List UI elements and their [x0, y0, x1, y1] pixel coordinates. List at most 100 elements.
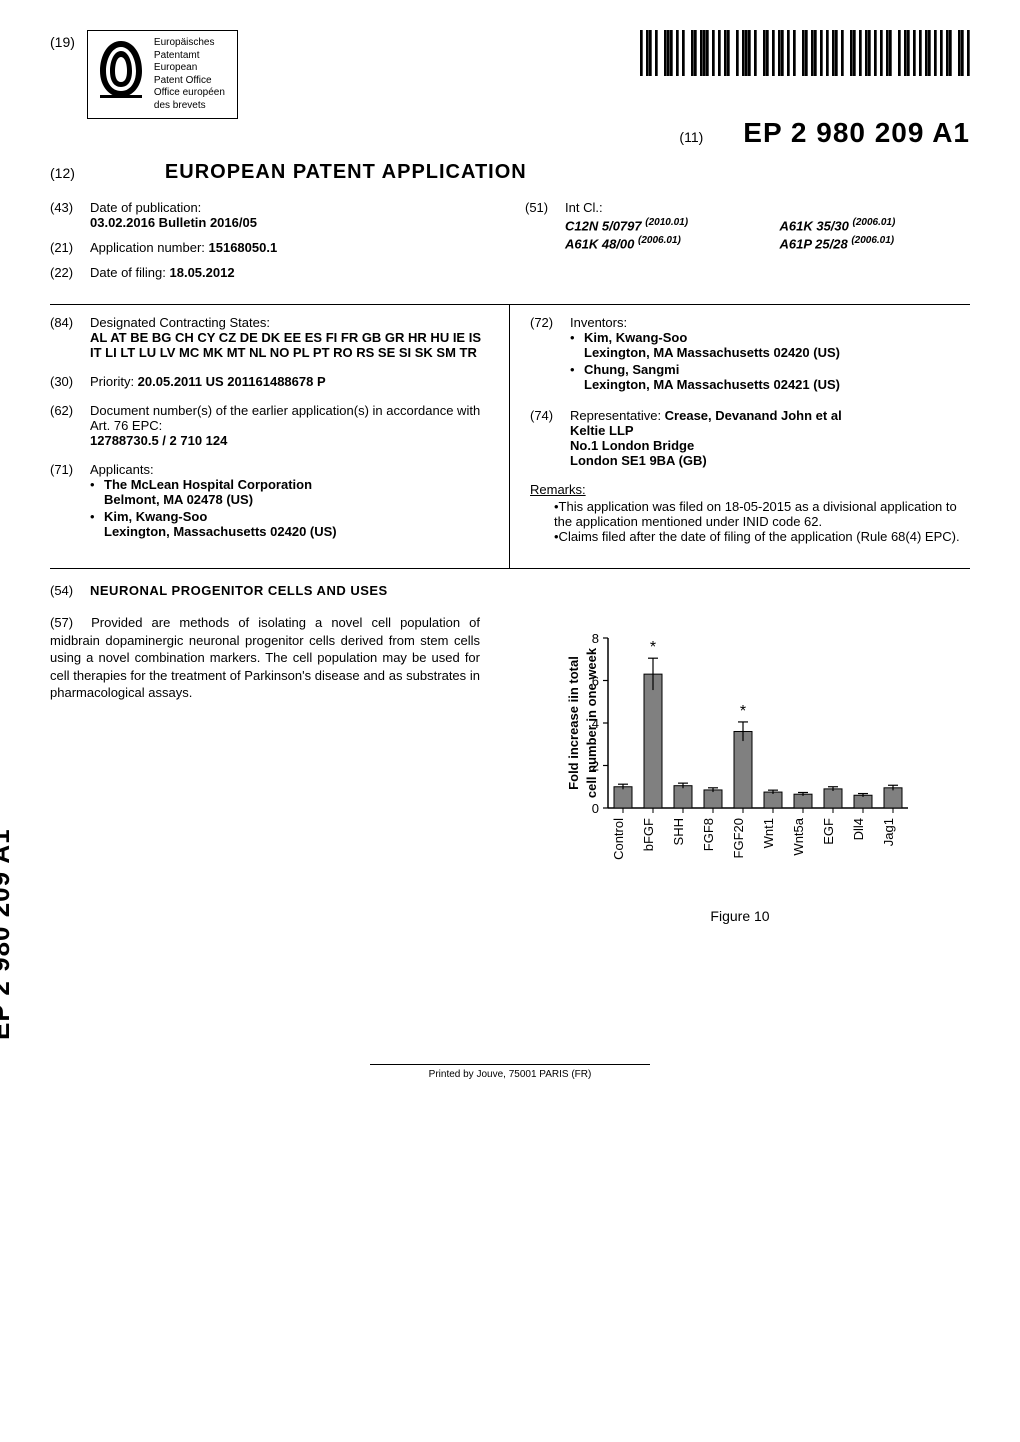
remarks-block: Remarks: •This application was filed on 1… — [530, 482, 970, 544]
field-value: 20.05.2011 US 201161488678 P — [138, 374, 326, 389]
inid-number: (84) — [50, 315, 90, 360]
field-value: AL AT BE BG CH CY CZ DE DK EE ES FI FR G… — [90, 330, 489, 360]
list-item-line: Lexington, Massachusetts 02420 (US) — [104, 524, 489, 539]
inid-number: (74) — [530, 408, 570, 468]
svg-text:Fold increase iin total: Fold increase iin total — [566, 656, 581, 790]
top-fields-grid: (43)Date of publication:03.02.2016 Bulle… — [50, 200, 970, 290]
office-line: des brevets — [154, 100, 225, 113]
office-names: Europäisches Patentamt European Patent O… — [154, 37, 225, 112]
invention-title: NEURONAL PROGENITOR CELLS AND USES — [90, 583, 388, 598]
list-item-line: Lexington, MA Massachusetts 02421 (US) — [584, 377, 970, 392]
vertical-publication-number: EP 2 980 209 A1 — [0, 828, 16, 1040]
publication-number: EP 2 980 209 A1 — [743, 117, 970, 149]
inid-number: (72) — [530, 315, 570, 394]
list-item: Kim, Kwang-SooLexington, Massachusetts 0… — [104, 509, 489, 539]
svg-text:cell number in one week: cell number in one week — [584, 647, 599, 798]
biblio-left-column: (84)Designated Contracting States:AL AT … — [50, 305, 510, 568]
list-item-line: Kim, Kwang-Soo — [104, 509, 489, 524]
epo-logo-icon — [96, 37, 146, 99]
remarks-line: •This application was filed on 18-05-201… — [554, 499, 970, 529]
remarks-title: Remarks: — [530, 482, 970, 497]
biblio-field: (22)Date of filing: 18.05.2012 — [50, 265, 495, 280]
header-row: (19) Europäisches Patentamt European Pat… — [50, 30, 970, 119]
ipc-code: A61K 48/00 (2006.01) — [565, 235, 756, 251]
biblio-field: (43)Date of publication:03.02.2016 Bulle… — [50, 200, 495, 230]
biblio-field: (74)Representative: Crease, Devanand Joh… — [530, 408, 970, 468]
inid-57: (57) — [50, 615, 73, 630]
office-line: Office européen — [154, 87, 225, 100]
field-label: Priority: — [90, 374, 138, 389]
application-title: EUROPEAN PATENT APPLICATION — [165, 161, 527, 184]
field-value-line: No.1 London Bridge — [570, 438, 970, 453]
header-left: (19) Europäisches Patentamt European Pat… — [50, 30, 238, 119]
biblio-field: (30)Priority: 20.05.2011 US 201161488678… — [50, 374, 489, 389]
main-biblio-grid: (84)Designated Contracting States:AL AT … — [50, 304, 970, 569]
abstract-row: (57)Provided are methods of isolating a … — [50, 614, 970, 924]
list-item-line: The McLean Hospital Corporation — [104, 477, 489, 492]
field-label: Date of publication: — [90, 200, 495, 215]
ipc-code: C12N 5/0797 (2010.01) — [565, 217, 756, 233]
field-value: 18.05.2012 — [170, 265, 235, 280]
field-label: Representative: — [570, 408, 665, 423]
svg-text:FGF8: FGF8 — [701, 818, 716, 851]
svg-text:*: * — [650, 639, 656, 656]
office-line: European — [154, 62, 225, 75]
publication-number-row: (11) EP 2 980 209 A1 — [50, 117, 970, 149]
svg-text:EGF: EGF — [821, 818, 836, 845]
inid-number: (62) — [50, 403, 90, 448]
remarks-line: •Claims filed after the date of filing o… — [554, 529, 970, 544]
field-label: Applicants: — [90, 462, 489, 477]
svg-text:Wnt1: Wnt1 — [761, 818, 776, 848]
field-body: Date of publication:03.02.2016 Bulletin … — [90, 200, 495, 230]
remarks-body: •This application was filed on 18-05-201… — [530, 499, 970, 544]
top-left-column: (43)Date of publication:03.02.2016 Bulle… — [50, 200, 495, 290]
inid-number: (21) — [50, 240, 90, 255]
invention-title-row: (54) NEURONAL PROGENITOR CELLS AND USES — [50, 583, 970, 598]
field-value: Crease, Devanand John et al — [665, 408, 842, 423]
abstract-text: (57)Provided are methods of isolating a … — [50, 614, 480, 702]
office-line: Patentamt — [154, 50, 225, 63]
field-intcl: (51) Int Cl.: C12N 5/0797 (2010.01)A61K … — [525, 200, 970, 252]
biblio-right-column: (72)Inventors:Kim, Kwang-SooLexington, M… — [510, 305, 970, 568]
barcode — [640, 30, 970, 76]
svg-text:Wnt5a: Wnt5a — [791, 817, 806, 855]
biblio-field: (72)Inventors:Kim, Kwang-SooLexington, M… — [530, 315, 970, 394]
abstract-body: Provided are methods of isolating a nove… — [50, 615, 480, 700]
figure-caption: Figure 10 — [710, 908, 769, 924]
field-body: Representative: Crease, Devanand John et… — [570, 408, 970, 468]
field-body: Inventors:Kim, Kwang-SooLexington, MA Ma… — [570, 315, 970, 394]
field-label: Designated Contracting States: — [90, 315, 489, 330]
field-label: Document number(s) of the earlier applic… — [90, 403, 489, 433]
svg-text:Control: Control — [611, 818, 626, 860]
inid-number: (30) — [50, 374, 90, 389]
biblio-field: (62)Document number(s) of the earlier ap… — [50, 403, 489, 448]
inid-11: (11) — [679, 129, 703, 145]
list-item-line: Belmont, MA 02478 (US) — [104, 492, 489, 507]
field-value: 03.02.2016 Bulletin 2016/05 — [90, 215, 495, 230]
svg-text:FGF20: FGF20 — [731, 818, 746, 858]
inid-19: (19) — [50, 34, 75, 50]
field-body: Application number: 15168050.1 — [90, 240, 495, 255]
bullet-list: The McLean Hospital CorporationBelmont, … — [90, 477, 489, 539]
list-item: Chung, SangmiLexington, MA Massachusetts… — [584, 362, 970, 392]
list-item-line: Kim, Kwang-Soo — [584, 330, 970, 345]
field-label: Inventors: — [570, 315, 970, 330]
biblio-field: (84)Designated Contracting States:AL AT … — [50, 315, 489, 360]
biblio-field: (21)Application number: 15168050.1 — [50, 240, 495, 255]
svg-text:8: 8 — [592, 631, 599, 646]
field-label: Application number: — [90, 240, 209, 255]
application-title-row: (12) EUROPEAN PATENT APPLICATION — [50, 161, 970, 184]
ipc-code: A61K 35/30 (2006.01) — [780, 217, 971, 233]
bullet-list: Kim, Kwang-SooLexington, MA Massachusett… — [570, 330, 970, 392]
list-item-line: Lexington, MA Massachusetts 02420 (US) — [584, 345, 970, 360]
office-line: Patent Office — [154, 75, 225, 88]
inid-number: (22) — [50, 265, 90, 280]
svg-text:*: * — [740, 703, 746, 720]
inid-12: (12) — [50, 165, 75, 181]
svg-text:Dll4: Dll4 — [851, 818, 866, 840]
svg-text:bFGF: bFGF — [641, 818, 656, 851]
office-logo-box: Europäisches Patentamt European Patent O… — [87, 30, 238, 119]
top-right-column: (51) Int Cl.: C12N 5/0797 (2010.01)A61K … — [525, 200, 970, 290]
field-value: 15168050.1 — [209, 240, 278, 255]
field-value: 12788730.5 / 2 710 124 — [90, 433, 489, 448]
